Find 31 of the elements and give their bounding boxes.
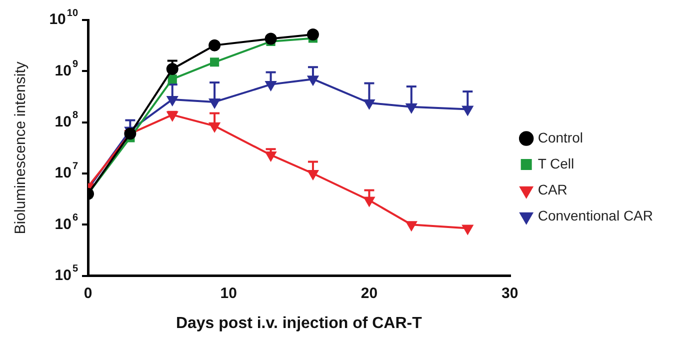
x-tick-label: 10 — [220, 284, 237, 302]
point — [124, 128, 136, 140]
point — [462, 106, 473, 116]
x-tick-label: 30 — [501, 284, 518, 302]
point — [308, 76, 318, 86]
legend-label: T Cell — [538, 155, 574, 172]
point — [306, 28, 319, 41]
point — [168, 74, 177, 84]
x-tick-label: 20 — [360, 284, 378, 302]
point — [209, 122, 220, 132]
point — [462, 224, 473, 234]
point — [364, 196, 375, 206]
point — [208, 39, 221, 52]
legend-label: Control — [538, 129, 583, 146]
point — [265, 151, 276, 161]
point — [167, 96, 178, 106]
point — [166, 63, 178, 76]
point — [406, 103, 417, 113]
legend-label: Conventional CAR — [538, 207, 653, 224]
point — [265, 80, 276, 90]
point — [364, 99, 375, 109]
legend-label: CAR — [538, 181, 568, 198]
point — [210, 58, 220, 67]
point — [167, 111, 178, 121]
x-tick-label: 0 — [84, 284, 92, 302]
point — [264, 32, 277, 45]
y-axis-title: Bioluminescence intensity — [12, 61, 30, 234]
point — [209, 98, 220, 108]
point — [406, 221, 417, 231]
point — [308, 170, 318, 180]
x-axis-title: Days post i.v. injection of CAR-T — [176, 314, 422, 332]
